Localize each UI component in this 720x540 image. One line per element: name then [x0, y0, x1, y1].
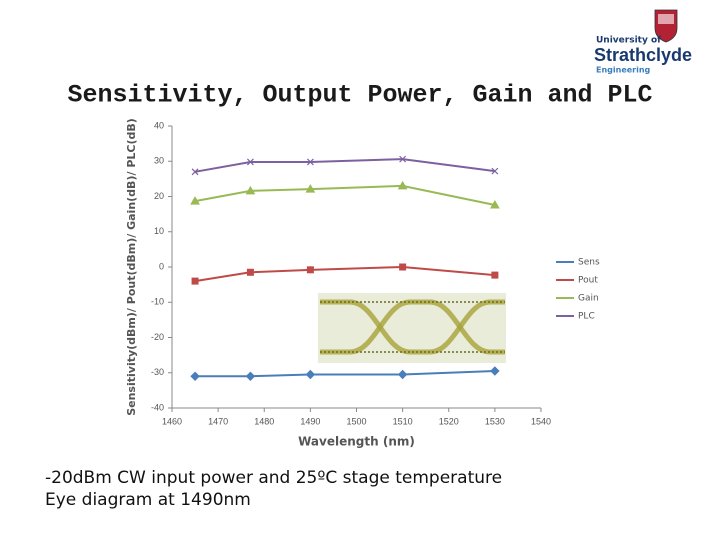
data-point	[191, 277, 199, 285]
data-point	[399, 155, 407, 163]
y-tick-label: -10	[151, 297, 164, 307]
data-point	[190, 371, 200, 381]
chart: -40 -30 -20 -10 0 10 20 30 40 1460 1470 1480 1490 150…	[125, 118, 600, 448]
data-point	[191, 168, 199, 176]
legend-label: Pout	[578, 276, 598, 286]
y-tick-label: 40	[154, 120, 164, 130]
y-tick-label: 10	[154, 226, 164, 236]
data-point	[399, 263, 407, 271]
x-tick-label: 1460	[162, 416, 182, 426]
data-point	[305, 369, 316, 380]
logo-crest-detail	[658, 14, 674, 24]
y-tick-label: 30	[154, 156, 164, 166]
legend-label: Sens	[578, 258, 600, 268]
eye-diagram	[318, 293, 506, 363]
data-point	[491, 271, 499, 279]
logo-line3: Engineering	[596, 66, 651, 75]
data-point	[246, 158, 254, 166]
legend-label: Gain	[578, 294, 599, 304]
logo-line1: University of	[596, 36, 661, 46]
data-point	[306, 158, 314, 166]
y-tick-label: -40	[151, 402, 164, 412]
logo: University of Strathclyde Engineering	[594, 9, 692, 75]
y-tick-label: -20	[151, 332, 164, 342]
data-point	[245, 371, 256, 381]
data-point	[490, 366, 500, 376]
eye-trace	[320, 301, 505, 353]
data-point	[190, 196, 200, 205]
x-tick-label: 1520	[439, 416, 459, 426]
x-tick-label: 1480	[254, 416, 274, 426]
x-tick-label: 1510	[393, 416, 413, 426]
logo-line2: Strathclyde	[594, 45, 692, 65]
data-point	[245, 185, 256, 195]
data-point	[397, 369, 408, 380]
data-point	[490, 199, 500, 209]
data-point	[246, 268, 254, 276]
slide-title: Sensitivity, Output Power, Gain and PLC	[67, 81, 652, 110]
caption-line: -20dBm CW input power and 25ºC stage tem…	[45, 468, 502, 488]
series-line	[194, 184, 496, 206]
data-point	[306, 266, 314, 274]
y-tick-label: 0	[159, 261, 164, 271]
series-line	[195, 369, 495, 378]
series-line	[194, 158, 496, 173]
x-tick-label: 1490	[300, 416, 320, 426]
data-point	[491, 167, 499, 175]
x-tick-label: 1540	[531, 416, 551, 426]
data-point	[305, 184, 316, 193]
caption-line: Eye diagram at 1490nm	[45, 490, 251, 510]
legend-label: PLC	[578, 312, 595, 322]
y-tick-label: 20	[154, 191, 164, 201]
x-axis-label: Wavelength (nm)	[298, 435, 415, 449]
series-line	[194, 265, 495, 283]
data-point	[397, 180, 408, 190]
x-tick-label: 1470	[208, 416, 228, 426]
x-tick-label: 1500	[346, 416, 366, 426]
x-tick-label: 1530	[485, 416, 505, 426]
y-axis-label: Sensitivity(dBm)/ Pout(dBm)/ Gain(dB)/ P…	[125, 118, 138, 416]
y-tick-label: -30	[151, 367, 164, 377]
